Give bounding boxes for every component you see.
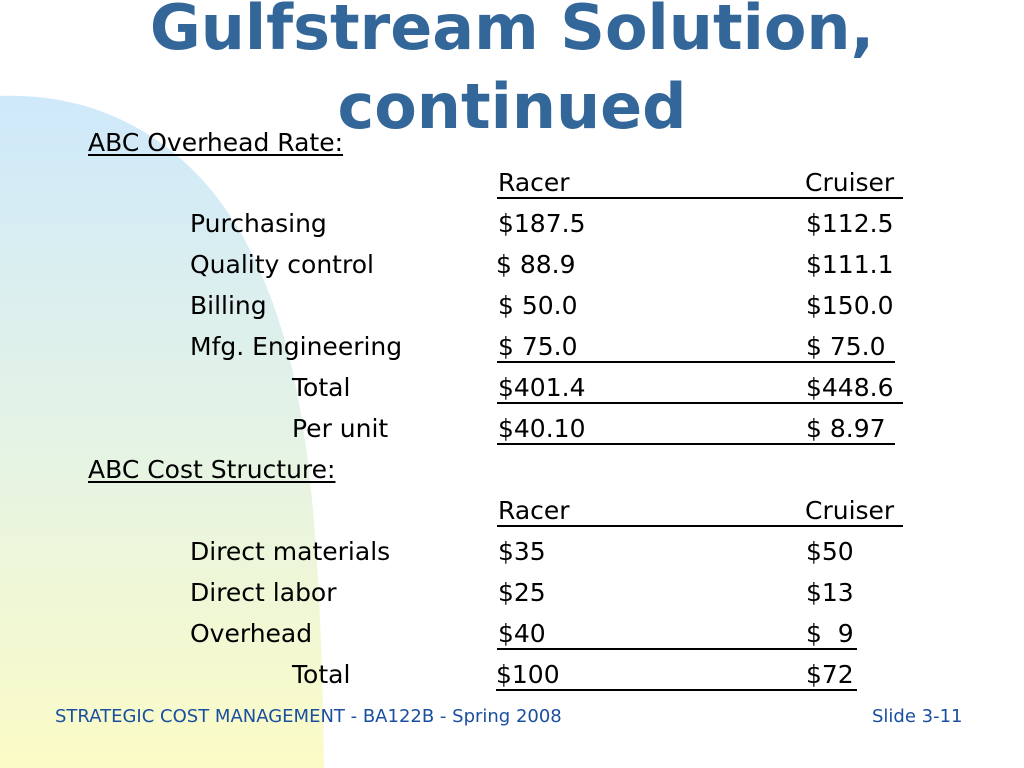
racer-value: $ 50.0 — [498, 291, 578, 320]
cost-column-headers: Racer Cruiser — [0, 496, 1024, 530]
row-label: Quality control — [190, 250, 374, 279]
table-row: Total $401.4 $448.6 — [0, 373, 1024, 407]
table-row: Direct materials $35 $50 — [0, 537, 1024, 571]
racer-value: $100 — [496, 660, 560, 689]
row-label: Mfg. Engineering — [190, 332, 403, 361]
overhead-col-racer: Racer — [498, 168, 570, 197]
row-label: Direct materials — [190, 537, 391, 566]
cruiser-value: $150.0 — [806, 291, 894, 320]
table-row: Overhead $40 $ 9 — [0, 619, 1024, 653]
racer-value: $25 — [498, 578, 546, 607]
table-row: Per unit $40.10 $ 8.97 — [0, 414, 1024, 448]
cruiser-value: $ 75.0 — [806, 332, 886, 361]
row-label: Per unit — [292, 414, 389, 443]
table-row: Mfg. Engineering $ 75.0 $ 75.0 — [0, 332, 1024, 366]
row-label: Direct labor — [190, 578, 337, 607]
table-row: Billing $ 50.0 $150.0 — [0, 291, 1024, 325]
overhead-column-headers: Racer Cruiser — [0, 168, 1024, 202]
subtotal-underline — [497, 361, 895, 363]
overhead-header-underline — [497, 197, 903, 199]
row-label: Purchasing — [190, 209, 327, 238]
footer-course-label: STRATEGIC COST MANAGEMENT - BA122B - Spr… — [55, 706, 562, 727]
cruiser-value: $ 8.97 — [806, 414, 886, 443]
overhead-col-cruiser: Cruiser — [805, 168, 895, 197]
cost-header-underline — [497, 525, 903, 527]
total-underline — [497, 402, 903, 404]
slide-title-line1: Gulfstream Solution, — [149, 0, 875, 64]
footer-slide-number: Slide 3-11 — [872, 706, 963, 727]
table-row: Total $100 $72 — [0, 660, 1024, 694]
racer-value: $40.10 — [498, 414, 586, 443]
overhead-rate-heading: ABC Overhead Rate: — [88, 128, 344, 157]
cost-total-underline — [496, 689, 857, 691]
cost-col-racer: Racer — [498, 496, 570, 525]
racer-value: $187.5 — [498, 209, 586, 238]
cost-col-cruiser: Cruiser — [805, 496, 895, 525]
cruiser-value: $448.6 — [806, 373, 894, 402]
cost-subtotal-underline — [497, 648, 857, 650]
cruiser-value: $112.5 — [806, 209, 894, 238]
cruiser-value: $72 — [806, 660, 854, 689]
row-label: Total — [292, 660, 351, 689]
row-label: Overhead — [190, 619, 313, 648]
row-label: Billing — [190, 291, 267, 320]
table-row: Quality control $ 88.9 $111.1 — [0, 250, 1024, 284]
cruiser-value: $111.1 — [806, 250, 894, 279]
cost-structure-heading: ABC Cost Structure: — [88, 455, 336, 484]
per-unit-underline — [497, 443, 895, 445]
racer-value: $35 — [498, 537, 546, 566]
racer-value: $401.4 — [498, 373, 586, 402]
cruiser-value: $50 — [806, 537, 854, 566]
row-label: Total — [292, 373, 351, 402]
racer-value: $ 75.0 — [498, 332, 578, 361]
racer-value: $40 — [498, 619, 546, 648]
table-row: Purchasing $187.5 $112.5 — [0, 209, 1024, 243]
table-row: Direct labor $25 $13 — [0, 578, 1024, 612]
slide-title-line2: continued — [337, 70, 687, 143]
cruiser-value: $ 9 — [806, 619, 854, 648]
cruiser-value: $13 — [806, 578, 854, 607]
racer-value: $ 88.9 — [496, 250, 576, 279]
